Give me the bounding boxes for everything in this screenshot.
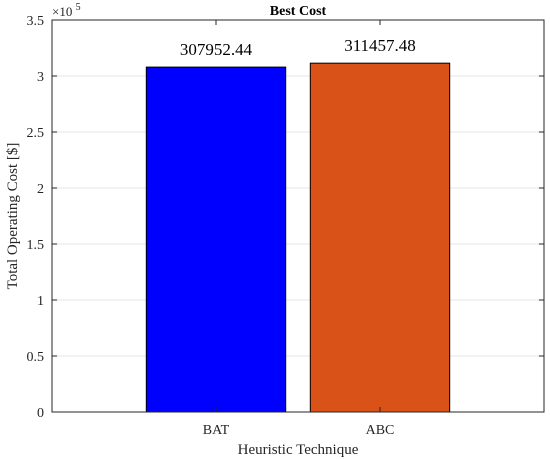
y-tick-label: 1: [37, 294, 44, 309]
y-tick-label: 3.5: [27, 14, 45, 29]
axes: [51, 19, 545, 413]
y-axis-exponent-power: 5: [76, 2, 81, 13]
y-axis-exponent-base: ×10: [52, 4, 72, 19]
x-axis-label: Heuristic Technique: [238, 442, 359, 458]
x-ticks: BAT ABC: [203, 20, 395, 438]
data-label-abc: 311457.48: [344, 36, 416, 55]
y-axis-label: Total Operating Cost [$]: [5, 143, 21, 290]
chart-title: Best Cost: [270, 4, 327, 19]
grid-lines: [52, 75, 544, 357]
y-tick-label: 0: [37, 406, 44, 421]
x-tick-label: ABC: [366, 423, 395, 438]
y-tick-label: 2: [37, 182, 44, 197]
y-ticks: 0 0.5 1 1.5 2 2.5 3 3.5: [27, 14, 544, 421]
x-tick-label: BAT: [203, 423, 230, 438]
data-label-bat: 307952.44: [180, 40, 253, 59]
plot-frame: [51, 19, 545, 413]
y-tick-label: 3: [37, 70, 44, 85]
y-axis-exponent: ×10 5: [52, 2, 81, 19]
bar-abc: [309, 62, 451, 413]
bar-bat: [145, 66, 287, 413]
data-labels: 307952.44 311457.48: [180, 36, 416, 59]
y-tick-label: 2.5: [27, 126, 45, 141]
y-tick-label: 0.5: [27, 350, 45, 365]
bars: [145, 62, 451, 413]
y-tick-label: 1.5: [27, 238, 45, 253]
